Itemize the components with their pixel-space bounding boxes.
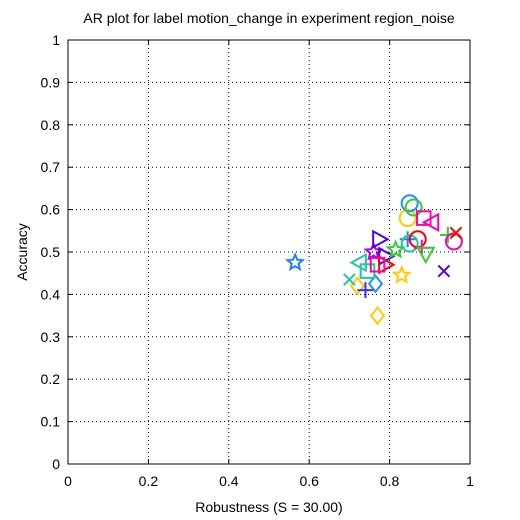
x-tick-label: 0.6: [299, 473, 319, 489]
y-tick-label: 0.4: [41, 286, 61, 302]
data-point-circle: [444, 232, 463, 251]
x-tick-label: 0.8: [380, 473, 400, 489]
data-point-diamond: [367, 274, 384, 294]
data-markers: [285, 194, 463, 326]
y-tick-label: 0.2: [41, 371, 61, 387]
y-tick-label: 0.8: [41, 117, 61, 133]
data-point-circle: [400, 194, 419, 213]
y-tick-label: 0: [52, 456, 60, 472]
y-tick-label: 0.1: [41, 414, 61, 430]
plot-frame: [67, 39, 471, 465]
data-point-triangle-right: [372, 229, 390, 249]
data-point-triangle-right: [378, 255, 396, 275]
y-axis-label: Accuracy: [14, 223, 30, 281]
data-point-diamond: [349, 276, 366, 296]
y-tick-label: 0.3: [41, 329, 61, 345]
data-point-x: [343, 273, 356, 286]
data-point-plus: [357, 282, 374, 299]
y-tick-labels: 0 0.1 0.2 0.3 0.4 0.5 0.6 0.7 0.8 0.9 1: [41, 32, 61, 472]
data-point-circle: [404, 198, 423, 217]
x-tick-label: 0.2: [139, 473, 159, 489]
data-point-star: [285, 251, 306, 272]
data-point-square: [369, 256, 386, 273]
grid: [68, 40, 470, 464]
data-point-triangle-left: [349, 252, 367, 273]
x-axis-label: Robustness (S = 30.00): [195, 499, 342, 515]
x-tick-label: 1: [466, 473, 474, 489]
x-tick-labels: 0 0.2 0.4 0.6 0.8 1: [64, 473, 474, 489]
y-tick-label: 0.6: [41, 202, 61, 218]
y-tick-label: 1: [52, 32, 60, 48]
chart-title: AR plot for label motion_change in exper…: [83, 10, 454, 26]
y-tick-label: 0.7: [41, 159, 61, 175]
x-tick-label: 0.4: [219, 473, 239, 489]
data-point-star: [385, 239, 406, 259]
data-point-star: [391, 264, 412, 284]
x-tick-label: 0: [64, 473, 72, 489]
data-point-triangle-left: [421, 212, 440, 233]
y-tick-label: 0.5: [41, 244, 61, 260]
data-point-diamond: [369, 305, 386, 326]
data-point-x: [437, 264, 451, 278]
y-tick-label: 0.9: [41, 74, 61, 90]
data-point-x: [449, 226, 463, 240]
data-point-triangle-down: [416, 246, 436, 265]
